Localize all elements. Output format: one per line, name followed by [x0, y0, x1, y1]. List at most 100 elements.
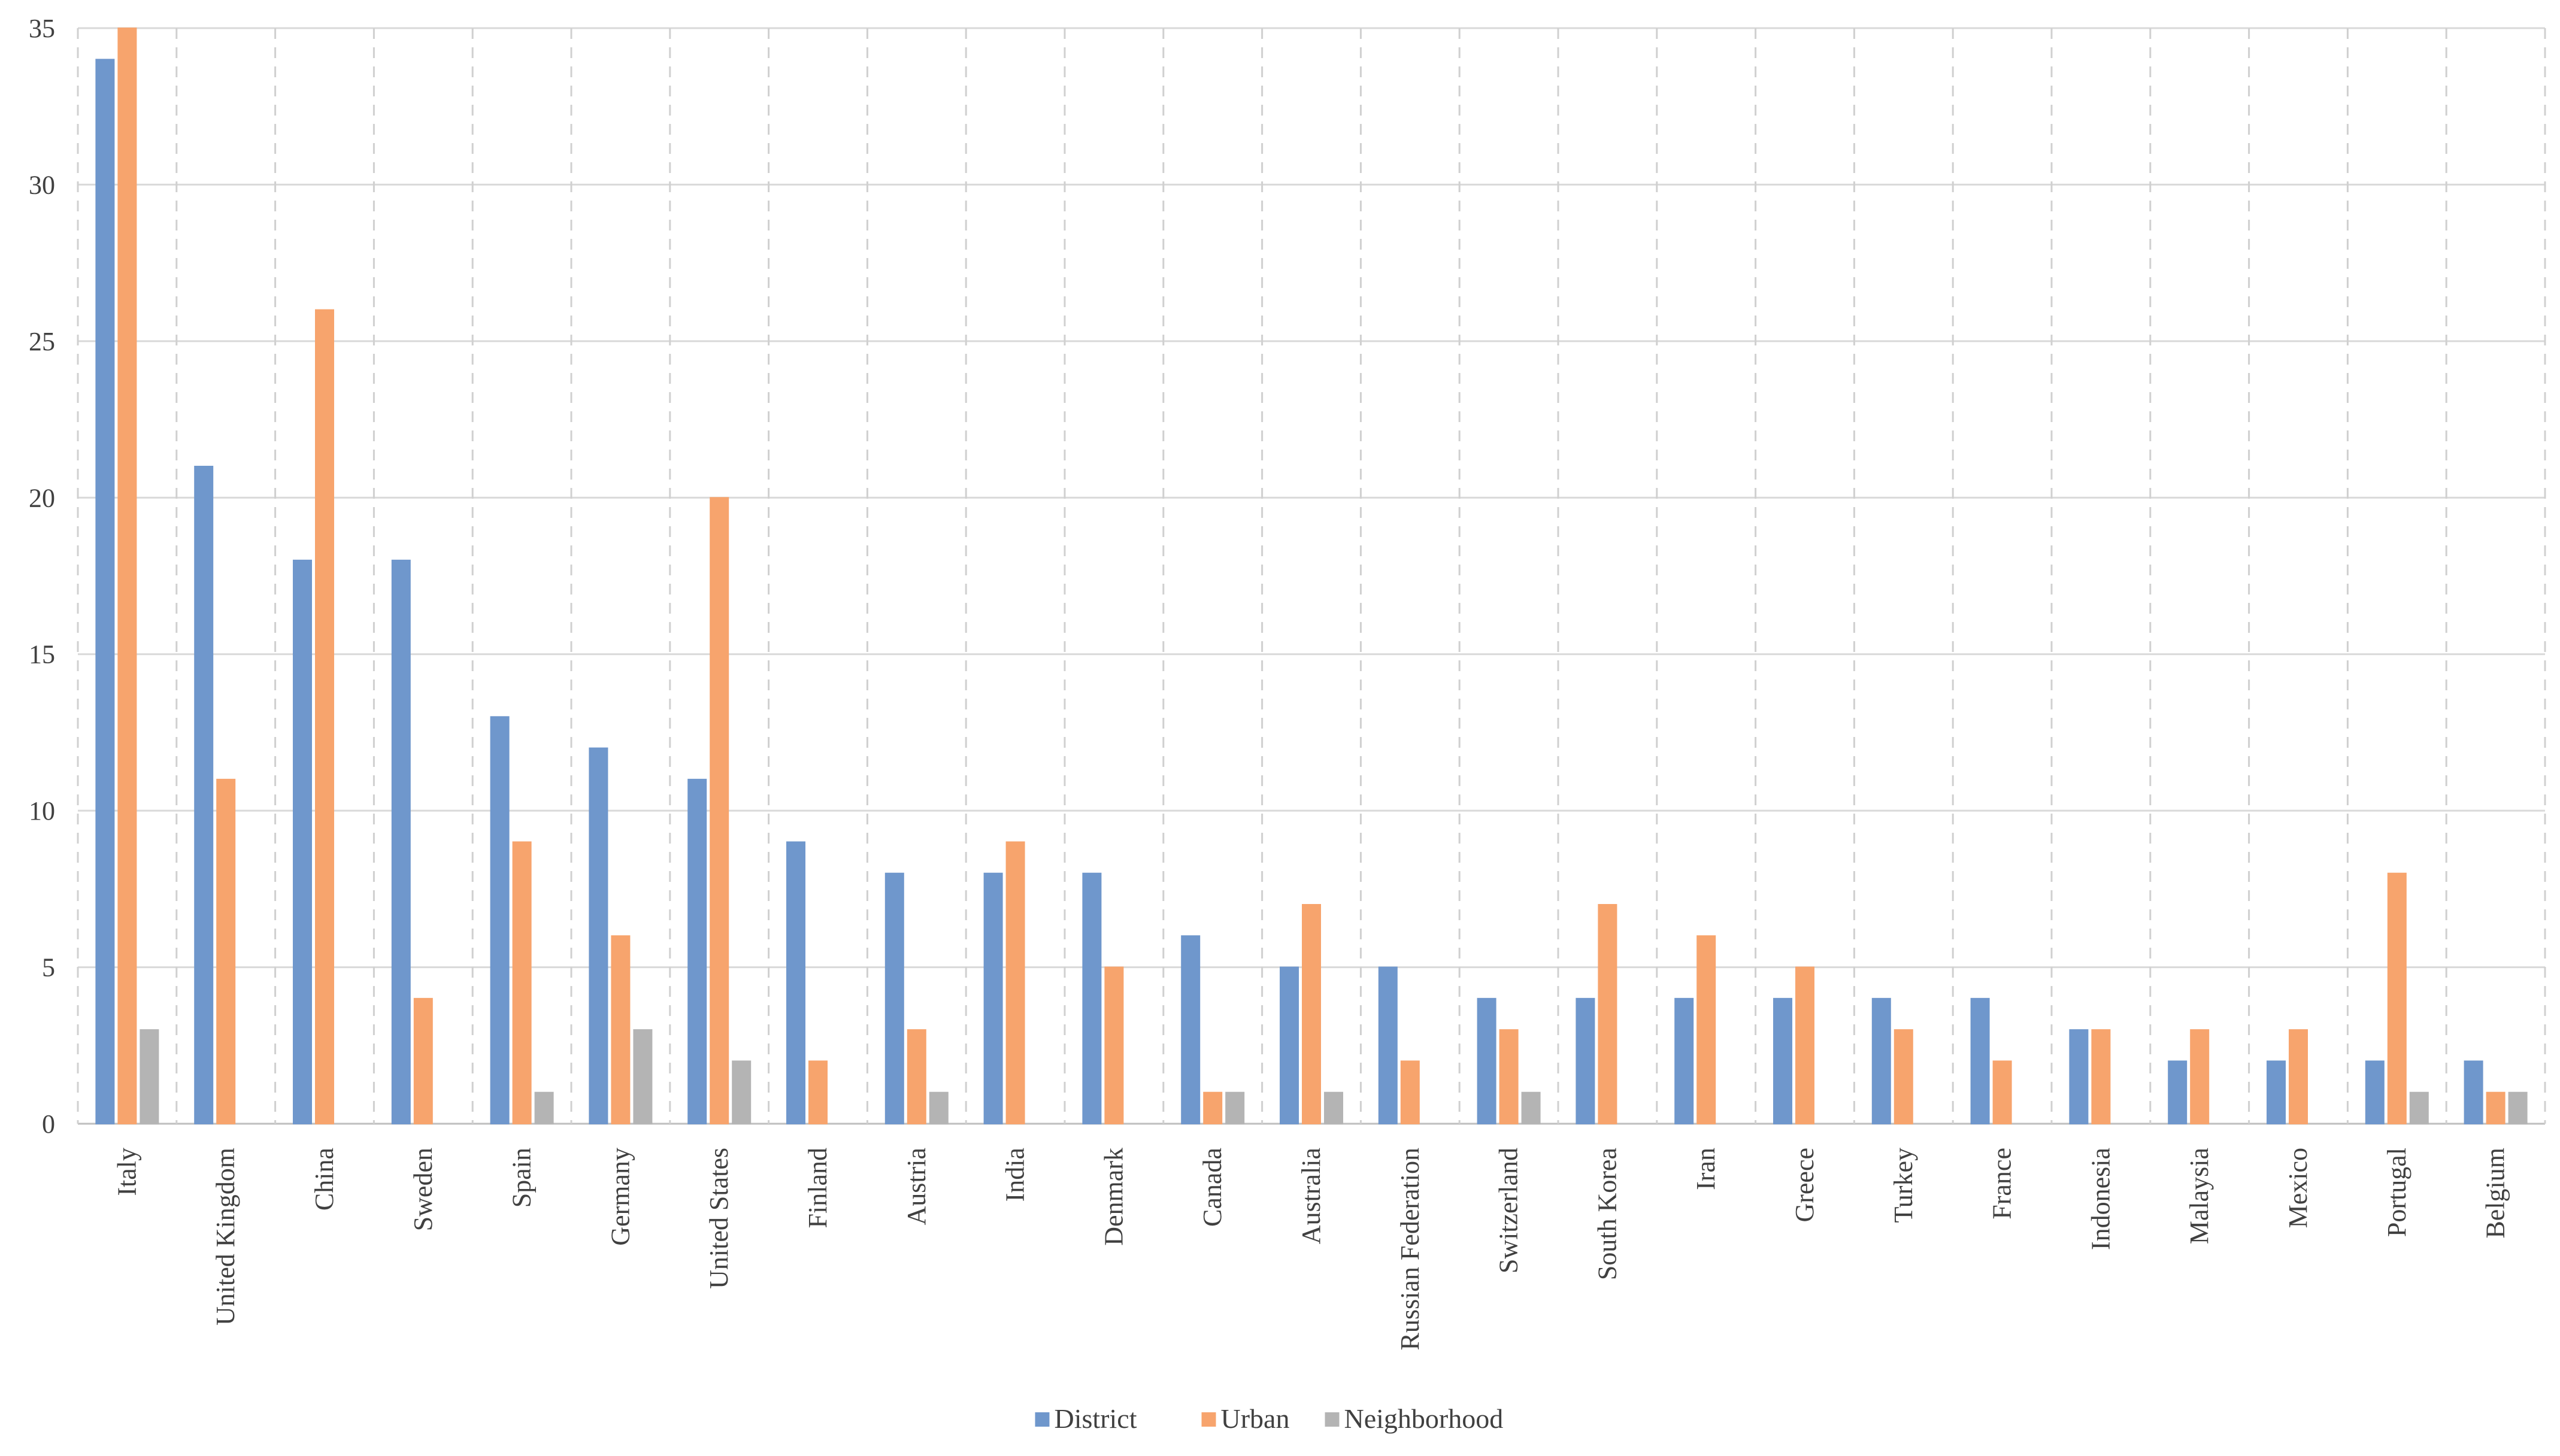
- bar-urban-portugal: [2387, 872, 2407, 1124]
- bar-district-united-states: [687, 778, 707, 1125]
- bar-district-australia: [1280, 966, 1299, 1124]
- x-tick-label: Iran: [1691, 1148, 1720, 1190]
- bar-neighborhood-australia: [1324, 1091, 1343, 1124]
- bar-urban-mexico: [2289, 1029, 2308, 1124]
- x-tick-label: South Korea: [1592, 1148, 1622, 1280]
- bar-neighborhood-germany: [633, 1029, 653, 1124]
- x-tick-label: Malaysia: [2185, 1148, 2214, 1244]
- bar-district-italy: [95, 59, 115, 1124]
- bar-urban-canada: [1203, 1091, 1223, 1124]
- x-tick-label: Russian Federation: [1395, 1148, 1425, 1351]
- bar-urban-australia: [1302, 904, 1321, 1124]
- bar-district-austria: [884, 872, 904, 1124]
- bar-district-united-kingdom: [194, 466, 214, 1124]
- bar-urban-indonesia: [2091, 1029, 2111, 1124]
- bar-urban-malaysia: [2190, 1029, 2210, 1124]
- x-tick-label: France: [1988, 1148, 2017, 1220]
- bar-urban-south-korea: [1598, 904, 1617, 1124]
- x-tick-label: Italy: [112, 1148, 141, 1196]
- bar-urban-united-states: [710, 497, 729, 1124]
- legend-label-neighborhood: Neighborhood: [1344, 1403, 1504, 1434]
- bars: [95, 28, 2528, 1125]
- bar-urban-russian-federation: [1400, 1060, 1420, 1125]
- bar-district-finland: [786, 841, 805, 1125]
- x-tick-label: Spain: [507, 1148, 537, 1208]
- bar-neighborhood-italy: [140, 1029, 159, 1124]
- bar-district-mexico: [2267, 1060, 2286, 1125]
- x-tick-label: Greece: [1790, 1148, 1819, 1223]
- bar-district-canada: [1181, 935, 1201, 1125]
- bar-urban-india: [1005, 841, 1025, 1125]
- bar-urban-sweden: [413, 997, 433, 1125]
- legend-label-urban: Urban: [1221, 1403, 1290, 1434]
- bar-neighborhood-spain: [534, 1091, 554, 1124]
- bar-urban-finland: [808, 1060, 828, 1125]
- x-tick-label: Mexico: [2283, 1148, 2313, 1228]
- bar-district-greece: [1773, 997, 1792, 1125]
- y-tick-label: 30: [29, 170, 55, 199]
- legend-swatch-neighborhood: [1325, 1412, 1340, 1427]
- x-tick-label: United States: [704, 1148, 734, 1289]
- bar-district-germany: [589, 747, 608, 1124]
- bar-district-south-korea: [1576, 997, 1595, 1125]
- x-tick-label: Germany: [605, 1148, 635, 1246]
- bar-district-china: [293, 559, 312, 1124]
- x-tick-label: Sweden: [408, 1148, 438, 1231]
- legend-swatch-district: [1035, 1412, 1050, 1427]
- bar-urban-austria: [907, 1029, 926, 1124]
- x-tick-label: Austria: [902, 1148, 931, 1226]
- y-axis: 0 5 10 15 20 25 30 35: [29, 14, 55, 1139]
- x-tick-label: Australia: [1296, 1148, 1326, 1244]
- y-tick-label: 35: [29, 14, 55, 43]
- y-tick-label: 10: [29, 796, 55, 826]
- bar-district-iran: [1674, 997, 1694, 1125]
- bar-district-sweden: [391, 559, 411, 1124]
- bar-urban-france: [1992, 1060, 2012, 1125]
- x-tick-label: Belgium: [2481, 1148, 2510, 1239]
- x-tick-label: Turkey: [1889, 1148, 1918, 1223]
- bar-urban-spain: [512, 841, 532, 1125]
- bar-urban-turkey: [1894, 1029, 1913, 1124]
- legend-label-district: District: [1055, 1403, 1137, 1434]
- x-tick-label: Finland: [803, 1148, 832, 1228]
- bar-urban-italy: [117, 28, 137, 1124]
- x-tick-label: Indonesia: [2086, 1148, 2115, 1250]
- x-tick-label: India: [1001, 1148, 1030, 1202]
- bar-neighborhood-canada: [1225, 1091, 1245, 1124]
- bar-neighborhood-united-states: [732, 1060, 752, 1125]
- grid: [77, 27, 2546, 1125]
- x-tick-label: Denmark: [1099, 1148, 1128, 1246]
- y-tick-label: 0: [42, 1109, 55, 1139]
- bar-district-switzerland: [1477, 997, 1496, 1125]
- bar-urban-iran: [1696, 935, 1716, 1125]
- x-axis: Italy United Kingdom China Sweden Spain Germa…: [112, 1148, 2510, 1351]
- bar-district-denmark: [1082, 872, 1102, 1124]
- y-tick-label: 25: [29, 327, 55, 356]
- bar-district-indonesia: [2069, 1029, 2089, 1124]
- x-tick-label: Canada: [1198, 1148, 1227, 1227]
- bar-district-portugal: [2365, 1060, 2385, 1125]
- x-tick-label: China: [310, 1148, 339, 1211]
- bar-neighborhood-belgium: [2508, 1091, 2528, 1124]
- bar-district-malaysia: [2168, 1060, 2188, 1125]
- bar-district-france: [1970, 997, 1990, 1125]
- y-tick-label: 20: [29, 483, 55, 512]
- legend: District Urban Neighborhood: [1035, 1403, 1504, 1434]
- bar-neighborhood-austria: [929, 1091, 949, 1124]
- bar-urban-belgium: [2486, 1091, 2506, 1124]
- bar-urban-china: [315, 309, 334, 1124]
- bar-district-india: [983, 872, 1003, 1124]
- bar-urban-germany: [611, 935, 631, 1125]
- legend-swatch-urban: [1201, 1412, 1216, 1427]
- bar-urban-united-kingdom: [216, 778, 236, 1125]
- bar-urban-switzerland: [1499, 1029, 1519, 1124]
- bar-district-spain: [490, 716, 510, 1125]
- y-tick-label: 15: [29, 640, 55, 669]
- bar-neighborhood-portugal: [2409, 1091, 2429, 1124]
- x-tick-label: United Kingdom: [211, 1148, 240, 1325]
- y-tick-label: 5: [42, 953, 55, 982]
- x-tick-label: Switzerland: [1494, 1148, 1523, 1273]
- bar-district-turkey: [1871, 997, 1891, 1125]
